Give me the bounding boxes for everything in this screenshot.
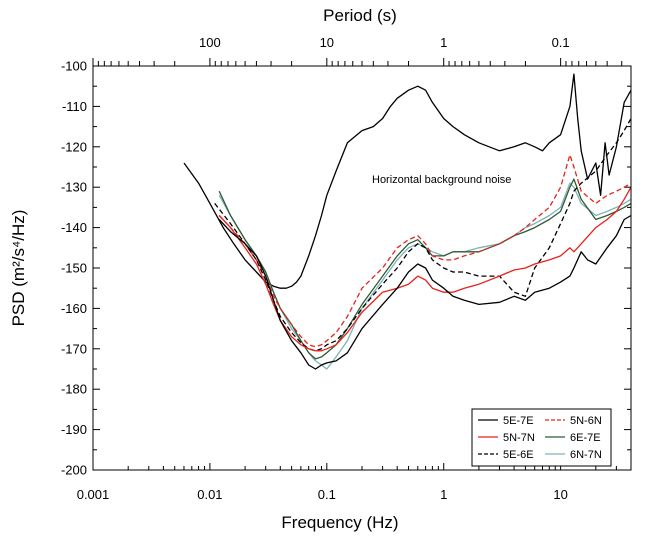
plot-frame [92,65,632,471]
legend-label-5n-7n: 5N-7N [503,432,535,444]
legend-label-5e-6e: 5E-6E [503,449,534,461]
series-line-background-noise [183,73,632,289]
series-layer [183,73,632,370]
legend-label-5e-7e: 5E-7E [503,415,534,427]
legend-label-6n-7n: 6N-7N [570,449,602,461]
y-tick-label: -180 [61,382,87,397]
x-tick-label: 1 [440,487,447,502]
y-tick-labels: -200 -190 -180 -170 -160 -150 -140 -130 -120 -110… [61,59,87,478]
top-period-axis: 100 10 1 0.1 [92,35,623,66]
y-tick-label: -190 [61,422,87,437]
y-tick-label: -160 [61,301,87,316]
legend-label-5n-6n: 5N-6N [570,415,602,427]
y-tick-label: -170 [61,341,87,356]
series-line-5e-6e [214,118,632,352]
y-tick-label: -150 [61,261,87,276]
y-tick-label: -130 [61,180,87,195]
axis-ticks [92,65,632,471]
series-line-5n-6n [218,154,632,348]
top-tick-label: 0.1 [552,35,570,50]
series-line-5e-7e [218,214,632,370]
series-line-5n-7n [218,186,632,352]
x-axis-title: Frequency (Hz) [281,513,398,532]
y-axis-title: PSD (m²/s⁴/Hz) [9,210,28,327]
y-tick-label: -100 [61,59,87,74]
y-tick-label: -120 [61,139,87,154]
legend-label-6e-7e: 6E-7E [570,432,601,444]
top-tick-label: 10 [320,35,334,50]
legend: 5E-7E 5N-7N 5E-6E 5N-6N 6E-7E 6N-7N [471,408,612,467]
top-tick-label: 1 [440,35,447,50]
y-tick-label: -110 [62,99,87,114]
x-tick-label: 10 [553,487,567,502]
x-tick-label: 0.1 [318,487,336,502]
top-axis-title: Period (s) [323,6,397,25]
y-tick-label: -200 [61,463,87,478]
x-tick-labels: 0.001 0.01 0.1 1 10 [77,487,568,502]
x-tick-label: 0.01 [197,487,222,502]
y-tick-label: -140 [61,220,87,235]
noise-annotation: Horizontal background noise [372,174,511,186]
top-tick-label: 100 [199,35,221,50]
x-tick-label: 0.001 [77,487,110,502]
